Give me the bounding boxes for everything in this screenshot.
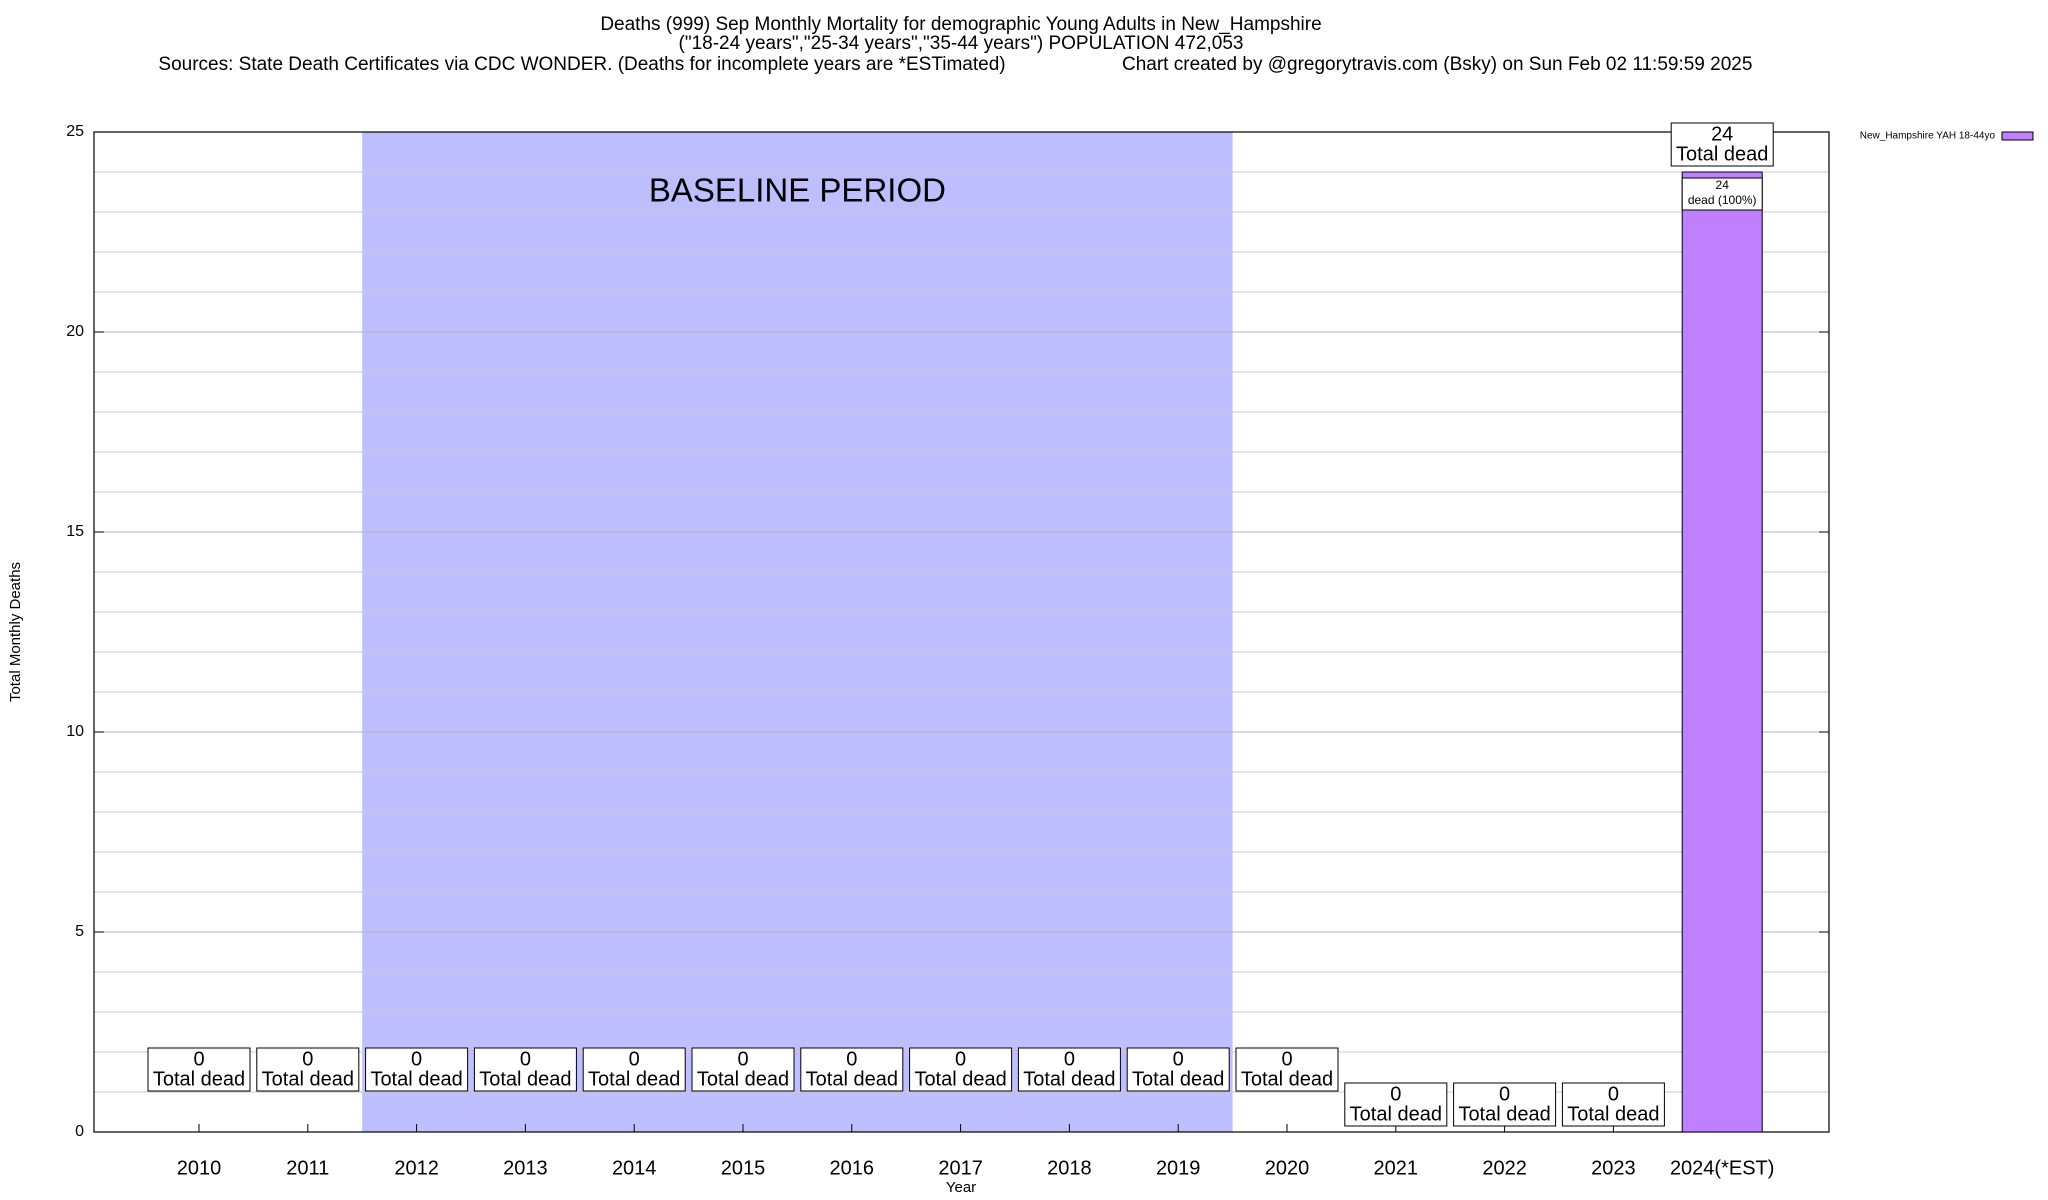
x-tick-label: 2023 [1591, 1157, 1636, 1179]
total-value: 0 [302, 1048, 313, 1070]
x-tick-label: 2020 [1265, 1157, 1310, 1179]
total-label-box [1017, 1047, 1121, 1092]
total-value: 0 [520, 1048, 531, 1070]
x-tick-label: 2012 [394, 1157, 439, 1179]
total-value: 0 [411, 1048, 422, 1070]
total-label-box [1453, 1082, 1557, 1127]
total-text: Total dead [914, 1068, 1006, 1090]
chart-title: Deaths (999) Sep Monthly Mortality for d… [600, 14, 1321, 35]
legend-label: New_Hampshire YAH 18-44yo [1860, 131, 1996, 142]
total-value: 0 [1499, 1083, 1510, 1105]
total-label-box [582, 1047, 686, 1092]
total-text: Total dead [479, 1068, 571, 1090]
baseline-band [362, 132, 1233, 1132]
total-text: Total dead [1350, 1103, 1442, 1125]
x-tick-label: 2018 [1047, 1157, 1092, 1179]
x-tick-label: 2021 [1374, 1157, 1419, 1179]
total-text: Total dead [588, 1068, 680, 1090]
total-value: 0 [1173, 1048, 1184, 1070]
total-value: 0 [955, 1048, 966, 1070]
x-tick-label: 2011 [286, 1157, 329, 1179]
segment-label-box [1681, 177, 1763, 211]
y-tick-label: 0 [75, 1123, 84, 1140]
total-text: Total dead [806, 1068, 898, 1090]
total-value: 0 [1390, 1083, 1401, 1105]
total-text: Total dead [370, 1068, 462, 1090]
total-label-box [1126, 1047, 1230, 1092]
y-tick-label: 20 [66, 323, 84, 340]
segment-text: dead (100%) [1688, 193, 1757, 207]
total-text: Total dead [1567, 1103, 1659, 1125]
y-tick-label: 25 [66, 123, 84, 140]
segment-value: 24 [1716, 178, 1730, 192]
total-text: Total dead [262, 1068, 354, 1090]
x-tick-label: 2019 [1156, 1157, 1201, 1179]
total-label-box [691, 1047, 795, 1092]
total-value: 0 [1608, 1083, 1619, 1105]
total-text: Total dead [1023, 1068, 1115, 1090]
baseline-label: BASELINE PERIOD [649, 172, 946, 209]
total-label-box [365, 1047, 469, 1092]
total-label-box [1344, 1082, 1448, 1127]
total-value: 0 [629, 1048, 640, 1070]
x-tick-label: 2010 [177, 1157, 222, 1179]
total-text: Total dead [1676, 143, 1768, 165]
x-tick-label: 2022 [1482, 1157, 1527, 1179]
x-tick-label: 2016 [830, 1157, 875, 1179]
y-tick-label: 5 [75, 923, 84, 940]
total-value: 0 [1064, 1048, 1075, 1070]
x-tick-label: 2013 [503, 1157, 548, 1179]
total-value: 0 [193, 1048, 204, 1070]
total-value: 0 [846, 1048, 857, 1070]
y-axis-label: Total Monthly Deaths [7, 562, 24, 702]
total-label-box [256, 1047, 360, 1092]
total-label-box [800, 1047, 904, 1092]
x-axis-label: Year [946, 1179, 976, 1196]
total-label-box [1235, 1047, 1339, 1092]
chart-subtitle: ("18-24 years","25-34 years","35-44 year… [679, 33, 1244, 54]
x-tick-label: 2024(*EST) [1670, 1157, 1775, 1179]
y-tick-label: 10 [66, 723, 84, 740]
total-label-box [909, 1047, 1013, 1092]
total-label-box [1670, 122, 1774, 167]
total-value: 0 [1281, 1048, 1292, 1070]
x-tick-label: 2015 [721, 1157, 766, 1179]
total-text: Total dead [1132, 1068, 1224, 1090]
chart-source: Sources: State Death Certificates via CD… [158, 54, 1005, 75]
x-tick-label: 2017 [938, 1157, 983, 1179]
legend-swatch [2001, 131, 2034, 141]
plot-frame [93, 131, 1830, 1133]
x-tick-label: 2014 [612, 1157, 657, 1179]
total-text: Total dead [1241, 1068, 1333, 1090]
total-value: 0 [737, 1048, 748, 1070]
chart-credit: Chart created by @gregorytravis.com (Bsk… [1122, 54, 1752, 75]
total-text: Total dead [697, 1068, 789, 1090]
total-label-box [473, 1047, 577, 1092]
total-text: Total dead [153, 1068, 245, 1090]
total-value: 24 [1711, 123, 1733, 145]
total-text: Total dead [1458, 1103, 1550, 1125]
total-label-box [1561, 1082, 1665, 1127]
y-tick-label: 15 [66, 523, 84, 540]
bar [1681, 171, 1763, 1133]
total-label-box [147, 1047, 251, 1092]
